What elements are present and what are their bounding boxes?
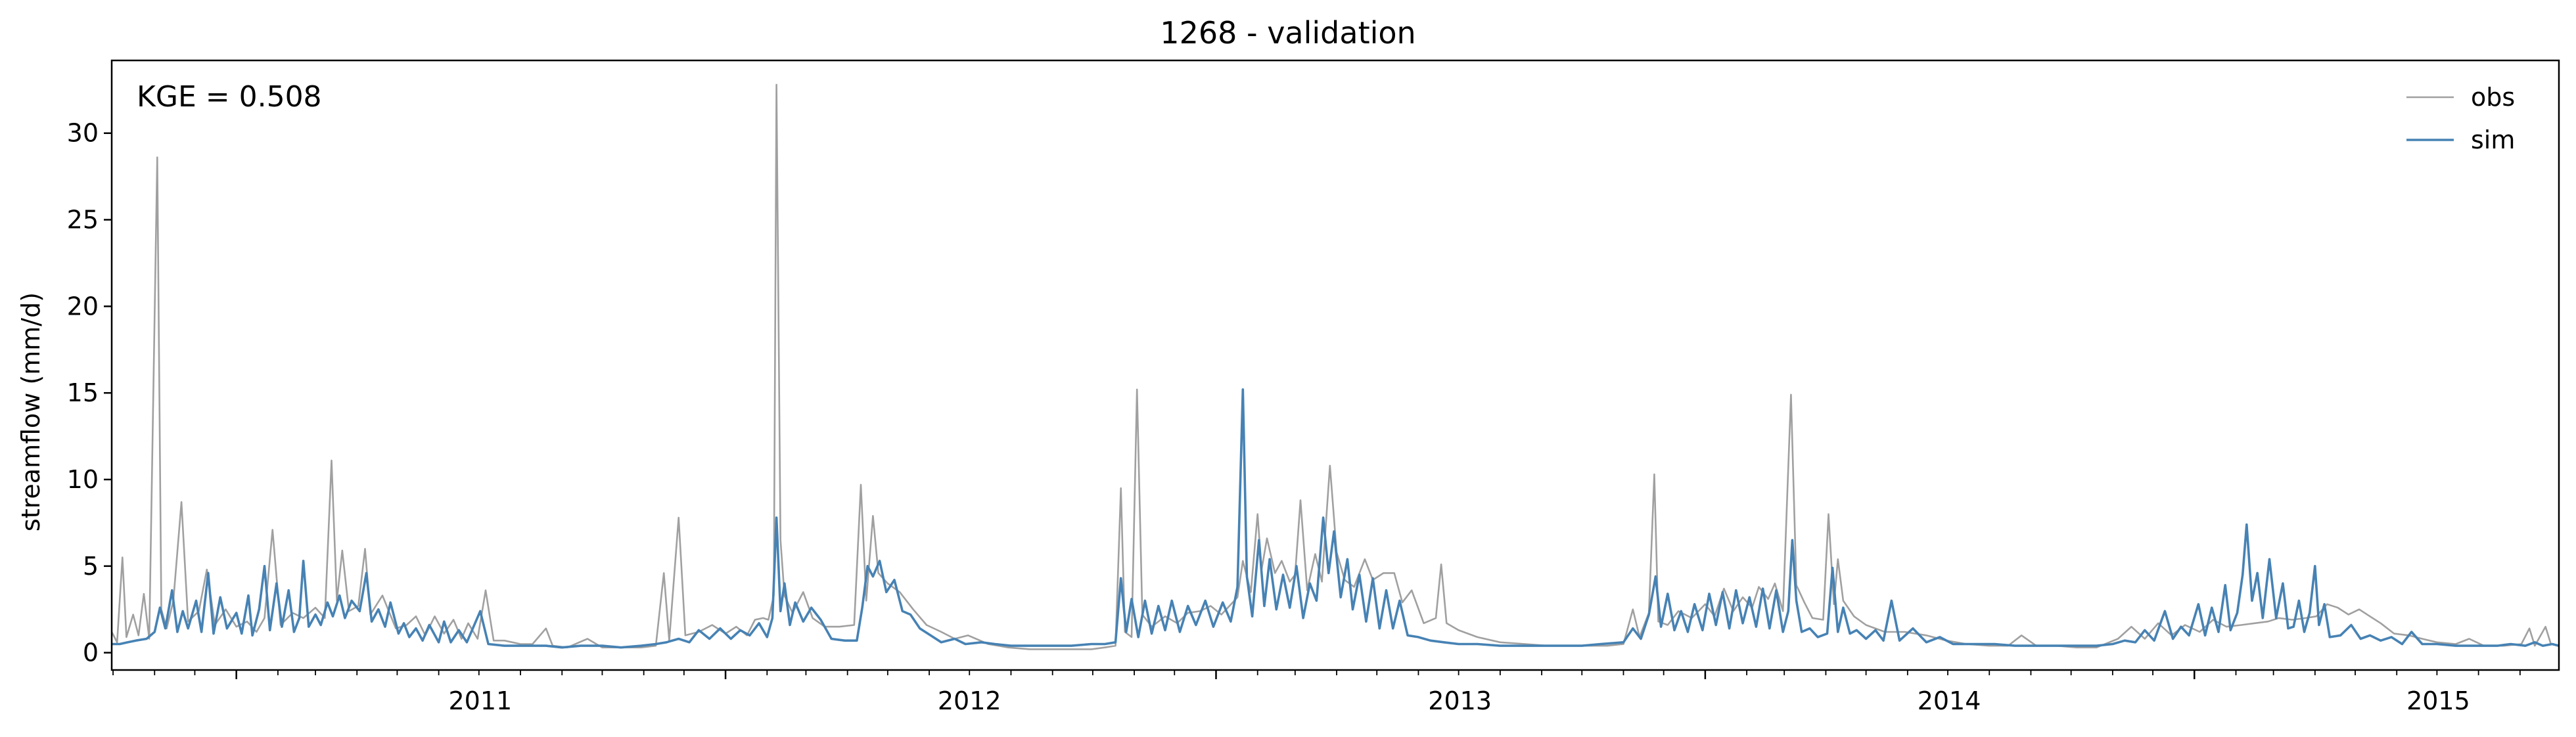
y-axis-title: streamflow (mm/d) bbox=[16, 292, 45, 531]
y-axis: 0 5 10 15 20 25 30 bbox=[67, 119, 112, 667]
legend: obs sim bbox=[2406, 83, 2515, 154]
x-tick-label: 2013 bbox=[1428, 686, 1492, 715]
y-tick-label: 20 bbox=[67, 292, 99, 321]
y-tick-label: 10 bbox=[67, 465, 99, 494]
series-line-sim bbox=[112, 388, 2559, 649]
x-tick-label: 2014 bbox=[1918, 686, 1981, 715]
y-tick-label: 5 bbox=[83, 552, 99, 581]
x-tick-label: 2015 bbox=[2406, 686, 2470, 715]
x-tick-label: 2012 bbox=[938, 686, 1001, 715]
y-tick-label: 15 bbox=[67, 378, 99, 407]
kge-annotation: KGE = 0.508 bbox=[137, 80, 322, 114]
plot-frame bbox=[110, 59, 2560, 671]
series-line-obs bbox=[112, 83, 2559, 650]
legend-label-sim: sim bbox=[2471, 125, 2515, 154]
legend-label-obs: obs bbox=[2471, 83, 2515, 112]
y-tick-label: 25 bbox=[67, 206, 99, 234]
y-tick-label: 0 bbox=[83, 638, 99, 667]
x-tick-label: 2011 bbox=[448, 686, 512, 715]
series-group bbox=[112, 83, 2559, 650]
chart-title: 1268 - validation bbox=[1160, 15, 1415, 51]
x-axis: 2011 2012 2013 2014 2015 bbox=[112, 670, 2521, 715]
y-tick-label: 30 bbox=[67, 119, 99, 148]
